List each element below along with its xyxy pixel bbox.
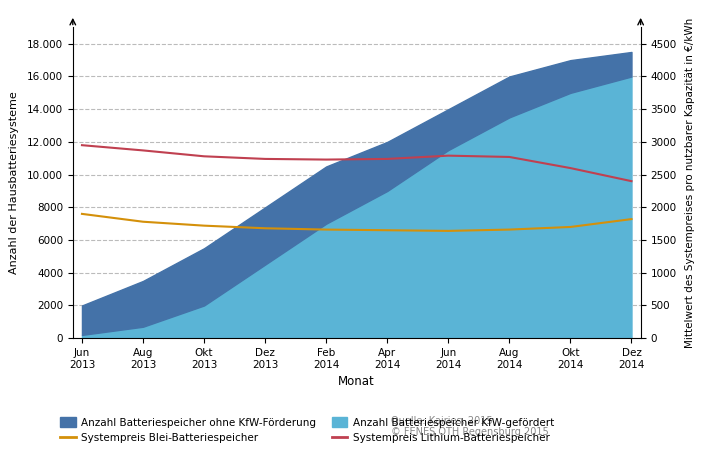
X-axis label: Monat: Monat [339, 375, 375, 388]
Y-axis label: Mittelwert des Systempreises pro nutzbarer Kapazität in €/kWh: Mittelwert des Systempreises pro nutzbar… [685, 18, 695, 348]
Y-axis label: Anzahl der Hausbatteriesysteme: Anzahl der Hausbatteriesysteme [9, 91, 19, 274]
Legend: Anzahl Batteriespeicher ohne KfW-Förderung, Systempreis Blei-Batteriespeicher, A: Anzahl Batteriespeicher ohne KfW-Förderu… [56, 413, 558, 447]
Text: Quelle: Kairies, 2015
© FENES OTH Regensburg 2015: Quelle: Kairies, 2015 © FENES OTH Regens… [391, 416, 548, 437]
